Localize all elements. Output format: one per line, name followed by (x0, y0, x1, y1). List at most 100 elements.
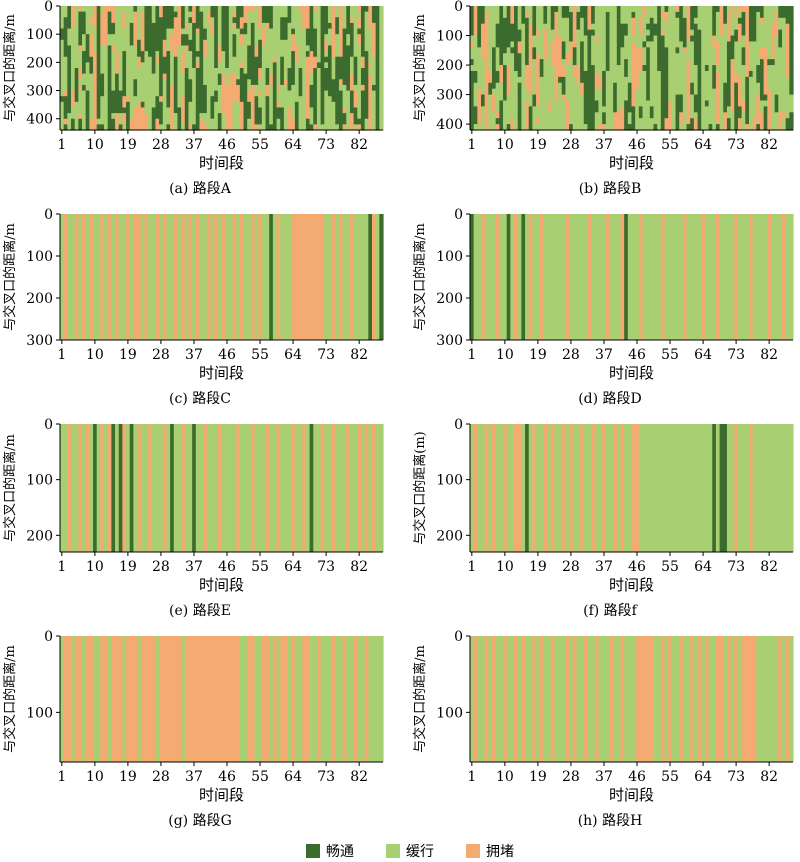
heatmap-cell (287, 28, 292, 35)
heatmap-cell (324, 39, 329, 47)
heatmap-cell (159, 424, 164, 552)
heatmap-cell (371, 124, 377, 131)
heatmap-cell (298, 39, 303, 47)
heatmap-cell (605, 214, 611, 340)
heatmap-cell (671, 23, 677, 31)
heatmap-cell (133, 68, 138, 75)
heatmap-cell (258, 34, 263, 41)
heatmap-cell (287, 62, 292, 69)
heatmap-cell (470, 17, 475, 25)
heatmap-cell (543, 23, 548, 31)
heatmap-cell (767, 11, 772, 19)
heatmap-cell (93, 84, 98, 92)
heatmap-cell (107, 113, 112, 120)
heatmap-cell (192, 96, 197, 103)
heatmap-cell (620, 82, 625, 90)
heatmap-cell (269, 68, 274, 75)
heatmap-cell (675, 124, 680, 131)
heatmap-cell (697, 88, 702, 96)
heatmap-cell (719, 112, 724, 119)
heatmap-cell (148, 124, 153, 131)
heatmap-cell (63, 68, 68, 75)
heatmap-cell (668, 59, 673, 66)
heatmap-cell (195, 73, 201, 80)
heatmap-cell (620, 17, 625, 25)
heatmap-cell (492, 106, 497, 113)
heatmap-cell (668, 82, 673, 90)
heatmap-cell (338, 90, 344, 97)
heatmap-cell (748, 29, 754, 37)
heatmap-cell (789, 124, 794, 131)
heatmap-cell (591, 65, 596, 72)
heatmap-cell (74, 68, 79, 75)
heatmap-cell (232, 62, 237, 69)
heatmap-cell (228, 11, 234, 18)
legend-item-slow: 缓行 (386, 842, 434, 860)
heatmap-cell (554, 106, 559, 113)
heatmap-cell (470, 6, 475, 13)
heatmap-cell (547, 424, 552, 552)
heatmap-cell (67, 79, 72, 86)
heatmap-cell (217, 6, 223, 13)
heatmap-cell (294, 636, 300, 762)
heatmap-cell (283, 62, 289, 69)
x-tick-label: 46 (218, 769, 236, 785)
heatmap-cell (192, 68, 197, 75)
x-axis-label: 时间段 (609, 364, 654, 382)
heatmap-cell (60, 39, 65, 47)
heatmap-cell (547, 112, 552, 119)
heatmap-cell (206, 56, 212, 63)
heatmap-cell (379, 56, 384, 63)
heatmap-cell (748, 70, 754, 78)
heatmap-cell (756, 65, 761, 72)
heatmap-cell (327, 113, 333, 120)
heatmap-cell (638, 94, 644, 102)
heatmap-cell (129, 90, 135, 97)
heatmap-cell (291, 11, 296, 18)
heatmap-cell (554, 636, 559, 762)
heatmap-cell (331, 73, 336, 80)
heatmap-cell (283, 22, 289, 30)
heatmap-cell (616, 53, 622, 60)
heatmap-cell (313, 22, 318, 30)
heatmap-cell (517, 424, 522, 552)
heatmap-cell (309, 84, 314, 92)
heatmap-cell (737, 41, 743, 48)
heatmap-cell (484, 17, 489, 25)
heatmap-cell (660, 17, 666, 25)
heatmap-cell (646, 41, 651, 48)
heatmap-cell (375, 96, 380, 103)
heatmap-cell (481, 65, 486, 72)
heatmap-cell (774, 65, 779, 72)
heatmap-cell (342, 96, 347, 103)
heatmap-cell (217, 101, 223, 109)
heatmap-cell (254, 90, 259, 97)
heatmap-cell (730, 35, 735, 43)
heatmap-cell (580, 41, 585, 48)
heatmap-cell (327, 51, 333, 58)
heatmap-cell (221, 22, 226, 30)
heatmap-cell (572, 124, 578, 131)
heatmap-cell (627, 82, 633, 90)
heatmap-cell (602, 53, 607, 60)
heatmap-cell (723, 214, 728, 340)
heatmap-cell (166, 17, 171, 24)
heatmap-cell (598, 94, 603, 102)
heatmap-cell (107, 424, 112, 552)
heatmap-cell (759, 112, 765, 119)
heatmap-cell (357, 96, 362, 103)
heatmap-cell (759, 88, 765, 96)
heatmap-cell (756, 94, 761, 102)
heatmap-cell (181, 62, 186, 69)
heatmap-cell (111, 17, 116, 24)
heatmap-cell (510, 118, 515, 125)
heatmap-cell (649, 59, 655, 66)
heatmap-cell (287, 39, 292, 47)
heatmap-cell (239, 34, 245, 41)
heatmap-cell (261, 28, 267, 35)
heatmap-cell (484, 424, 489, 552)
heatmap-cell (133, 101, 138, 109)
heatmap-cell (60, 56, 65, 63)
heatmap-cell (730, 11, 735, 19)
heatmap-cell (539, 112, 545, 119)
